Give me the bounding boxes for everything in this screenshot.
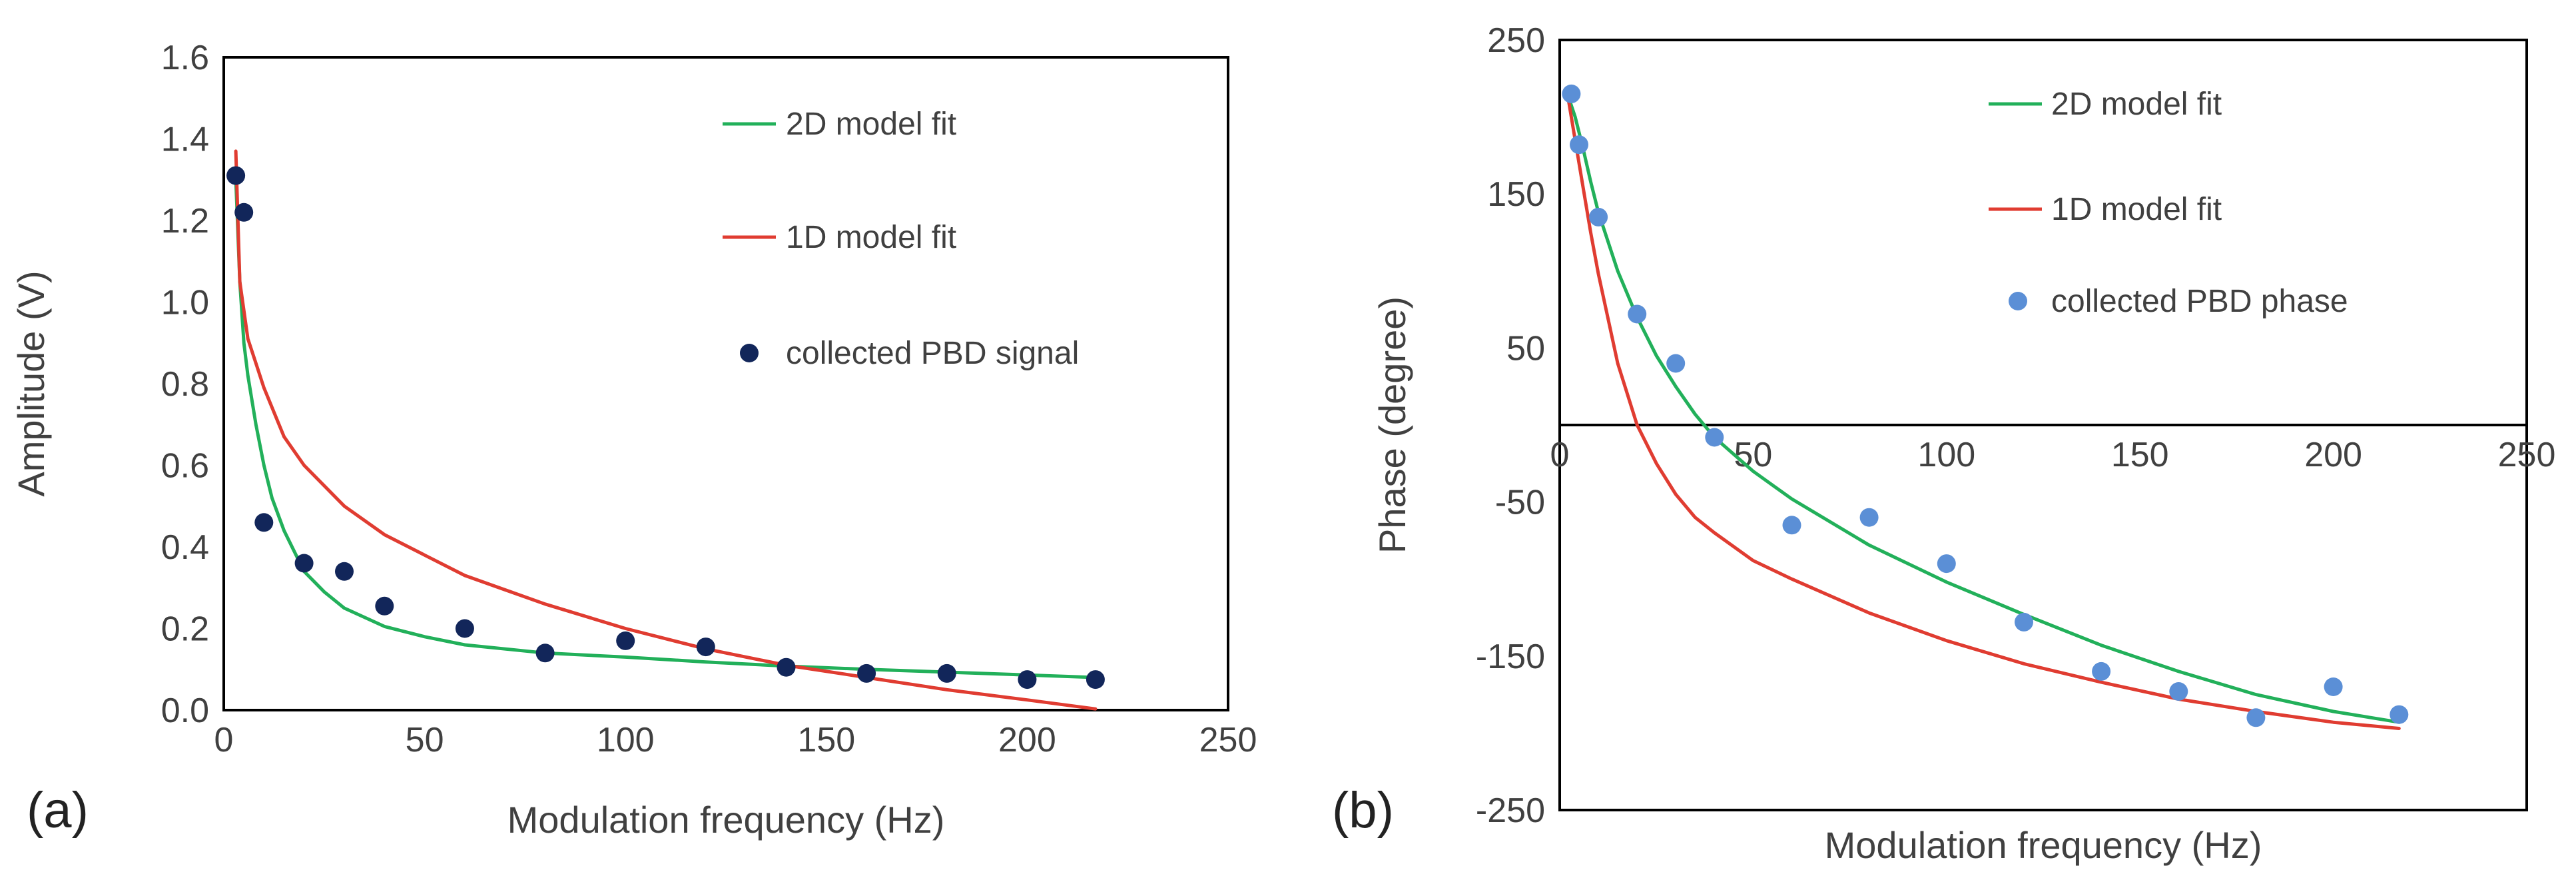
panel-a-data-point: [335, 562, 354, 581]
panel-a-data-point: [254, 513, 274, 532]
panel-b-y-tick-label: 150: [1487, 175, 1545, 214]
panel-b-data-point: [1782, 516, 1801, 535]
panel-b-data-point: [2324, 677, 2343, 696]
panel-a-label: (a): [27, 782, 89, 839]
panel-a-y-tick-label: 0.8: [161, 365, 209, 404]
panel-b-data-point: [1859, 508, 1879, 527]
panel-b-x-tick-label: 50: [1734, 436, 1772, 474]
panel-a-y-axis-label: Amplitude (V): [10, 270, 52, 496]
panel-b-phase-chart: (b) Modulation frequency (Hz) Phase (deg…: [1332, 21, 2555, 866]
panel-a-plot-frame: [222, 56, 1229, 711]
panel-a-y-tick-label: 0.4: [161, 528, 209, 567]
panel-a-y-tick-label: 1.4: [161, 121, 209, 159]
panel-b-data-point: [2246, 708, 2266, 727]
panel-a-data-point: [375, 596, 394, 616]
panel-a-data-point: [226, 166, 246, 185]
panel-b-x-tick-label: 0: [1550, 436, 1570, 474]
panel-b-data-point: [2390, 705, 2409, 724]
panel-b-x-axis-label: Modulation frequency (Hz): [1825, 824, 2262, 866]
panel-a-data-point: [696, 638, 715, 657]
panel-b-x-tick-label: 100: [1917, 436, 1975, 474]
panel-a-y-tick-label: 0.0: [161, 691, 209, 730]
panel-b-series-1d-model-fit: [1566, 92, 2401, 730]
panel-a-data-point: [535, 644, 555, 663]
panel-b-data-point: [1628, 304, 1647, 324]
panel-b-y-axis-label: Phase (degree): [1371, 296, 1413, 554]
panel-b-data-point: [1937, 554, 1956, 574]
panel-a-x-tick-label: 50: [406, 721, 444, 759]
panel-a-x-axis-label: Modulation frequency (Hz): [507, 799, 945, 841]
panel-a-series-2d-model-fit: [234, 178, 1098, 679]
panel-b-data-point: [1705, 428, 1724, 447]
panel-b-legend-swatch-pbd: [2009, 292, 2027, 310]
panel-b-y-tick-label: 50: [1506, 329, 1545, 368]
panel-a-data-point: [1018, 670, 1037, 689]
panel-a-data-point: [857, 663, 876, 683]
panel-b-x-tick-label: 200: [2304, 436, 2362, 474]
panel-b-legend-collected-pbd-phase: collected PBD phase: [2051, 284, 2348, 319]
panel-a-y-tick-label: 1.6: [161, 39, 209, 77]
panel-b-label: (b): [1332, 782, 1394, 839]
panel-a-x-tick-label: 150: [797, 721, 855, 759]
panel-a-x-tick-label: 0: [214, 721, 234, 759]
panel-b-data-point: [2169, 682, 2188, 701]
panel-a-data-point: [777, 657, 796, 677]
panel-b-x-tick-label: 250: [2498, 436, 2556, 474]
panel-a-data-point: [937, 663, 956, 683]
panel-b-x-tick-label: 150: [2111, 436, 2169, 474]
panel-a-x-tick-label: 250: [1199, 721, 1257, 759]
panel-b-data-point: [1589, 207, 1608, 226]
panel-a-data-point: [234, 203, 254, 222]
panel-b-y-tick-label: -50: [1495, 484, 1545, 522]
panel-b-legend-2d-model-fit: 2D model fit: [2051, 87, 2222, 122]
panel-b-y-tick-label: -150: [1476, 638, 1545, 676]
panel-a-data-point: [616, 631, 635, 650]
panel-b-legend-1d-model-fit: 1D model fit: [2051, 192, 2222, 227]
panel-b-data-point: [2092, 661, 2111, 681]
panel-b-data-point: [2015, 612, 2033, 632]
panel-b-data-point: [1666, 354, 1686, 373]
panel-a-y-tick-label: 0.6: [161, 447, 209, 486]
panel-b-data-point: [1562, 84, 1581, 103]
panel-a-x-tick-label: 200: [998, 721, 1056, 759]
panel-a-y-tick-label: 0.2: [161, 610, 209, 649]
panel-b-y-tick-label: -250: [1476, 791, 1545, 830]
panel-a-legend-swatch-pbd: [740, 344, 759, 362]
panel-a-y-tick-label: 1.2: [161, 202, 209, 240]
panel-a-data-point: [455, 619, 474, 638]
panel-a-y-tick-label: 1.0: [161, 284, 209, 322]
panel-a-x-tick-label: 100: [597, 721, 655, 759]
panel-a-legend-1d-model-fit: 1D model fit: [786, 220, 956, 255]
panel-a-data-point: [1086, 670, 1105, 689]
panel-b-data-point: [1570, 135, 1588, 155]
panel-a-amplitude-chart: (a) Modulation frequency (Hz) Amplitude …: [10, 39, 1257, 841]
panel-a-legend-2d-model-fit: 2D model fit: [786, 107, 956, 142]
panel-b-y-tick-label: 250: [1487, 21, 1545, 60]
panel-a-legend-collected-pbd-signal: collected PBD signal: [786, 336, 1079, 371]
panel-a-data-point: [294, 554, 314, 573]
